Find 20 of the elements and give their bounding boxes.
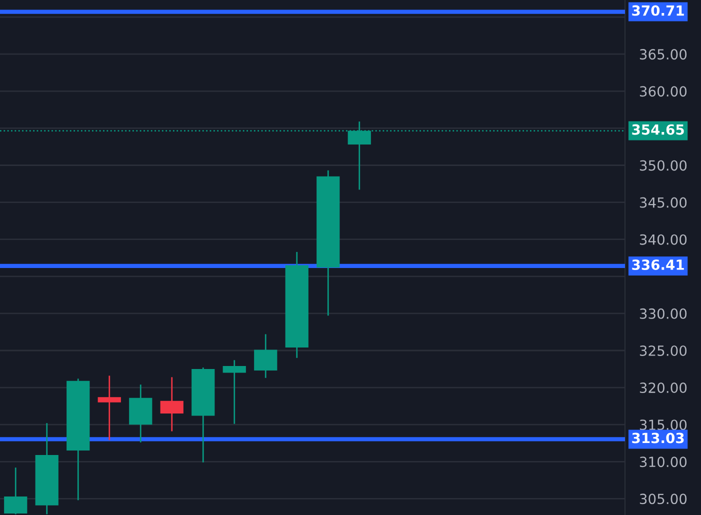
- candlestick: [254, 334, 278, 379]
- y-tick-label: 310.00: [640, 456, 687, 468]
- ref-line-label: 370.71: [632, 5, 684, 16]
- y-tick-label: 350.00: [640, 160, 687, 171]
- candlestick: [222, 359, 246, 425]
- y-tick-label: 325.00: [640, 345, 687, 356]
- ref-line-label: 354.65: [632, 124, 684, 135]
- ref-line-label: 336.41: [632, 259, 684, 270]
- y-tick-label: 360.00: [640, 86, 687, 97]
- y-tick-label: 340.00: [640, 234, 687, 245]
- candlestick: [160, 376, 184, 432]
- y-tick-label: 315.00: [640, 420, 687, 430]
- y-tick-label: 320.00: [640, 382, 687, 394]
- y-tick-label: 330.00: [640, 308, 687, 319]
- candlestick: [98, 374, 121, 441]
- y-tick-label: 345.00: [640, 197, 687, 208]
- ref-line-label: 313.03: [632, 432, 684, 444]
- candlestick: [4, 466, 28, 515]
- y-tick-label: 365.00: [640, 49, 687, 60]
- y-tick-label: 305.00: [640, 494, 687, 504]
